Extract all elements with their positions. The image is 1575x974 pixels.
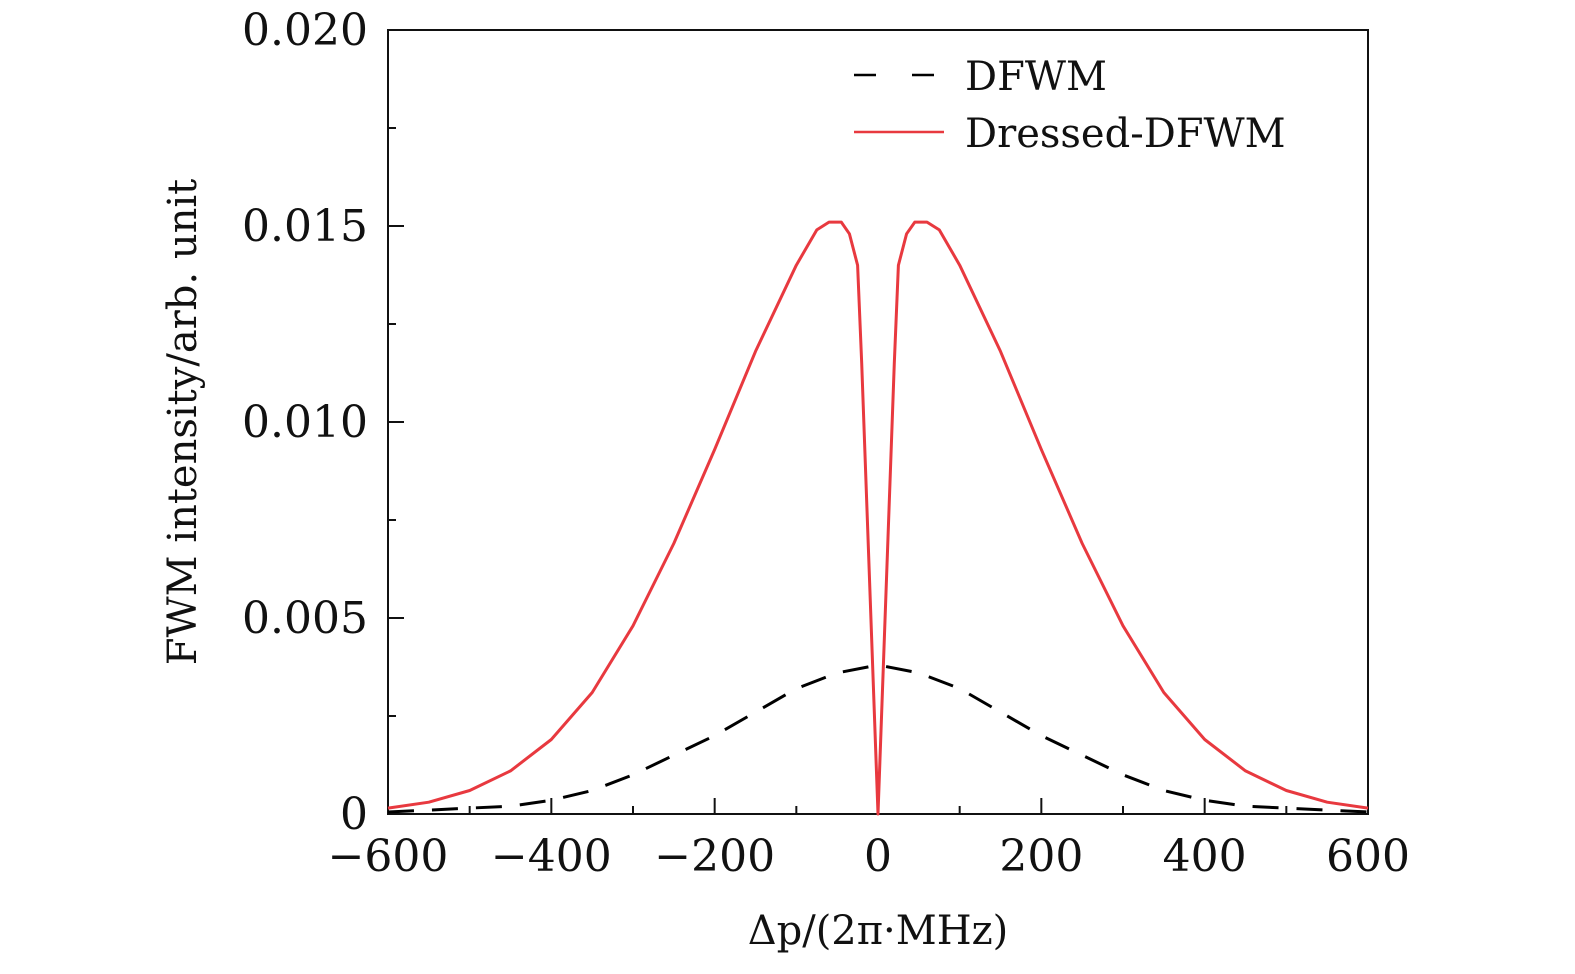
x-tick-label: −400 bbox=[491, 831, 612, 882]
y-tick-label: 0.010 bbox=[242, 397, 368, 448]
tick-labels: −600 −400 −200 0 200 400 600 0 0.005 0.010 0.015 0.… bbox=[242, 5, 1410, 882]
legend-label: Dressed-DFWM bbox=[965, 111, 1286, 157]
y-tick-label: 0.020 bbox=[242, 5, 368, 56]
series-dressed-dfwm-line bbox=[387, 220, 1369, 816]
x-tick-label: −600 bbox=[328, 831, 449, 882]
y-tick-label: 0.015 bbox=[242, 201, 368, 252]
series-layer bbox=[387, 220, 1369, 816]
x-tick-label: −200 bbox=[654, 831, 775, 882]
legend-label: DFWM bbox=[965, 54, 1107, 100]
x-tick-label: 200 bbox=[999, 831, 1083, 882]
y-axis-title: FWM intensity/arb. unit bbox=[160, 179, 206, 665]
x-tick-label: 600 bbox=[1326, 831, 1410, 882]
x-tick-label: 400 bbox=[1163, 831, 1247, 882]
y-tick-label: 0 bbox=[340, 789, 368, 840]
x-tick-label: 0 bbox=[864, 831, 892, 882]
x-axis-title: Δp/(2π·MHz) bbox=[748, 908, 1009, 954]
legend: DFWM Dressed-DFWM bbox=[854, 54, 1286, 157]
y-tick-label: 0.005 bbox=[242, 593, 368, 644]
